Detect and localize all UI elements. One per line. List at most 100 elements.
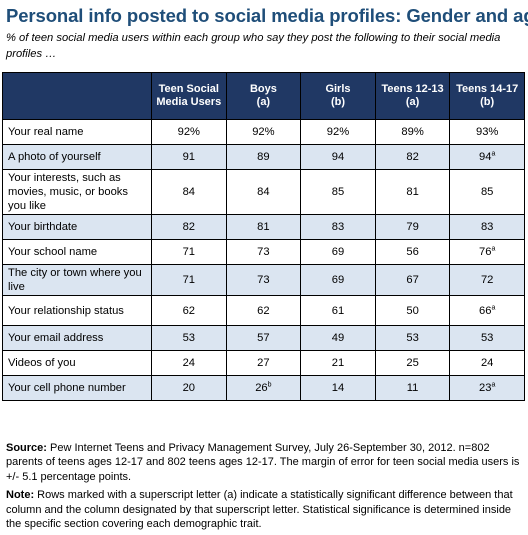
cell-value: 69 xyxy=(331,274,345,286)
cell-value: 57 xyxy=(257,332,270,344)
table-cell: 85 xyxy=(449,169,525,215)
cell-value: 92% xyxy=(252,126,275,138)
column-header-line2: Media Users xyxy=(156,96,222,108)
cell-value: 93% xyxy=(475,126,499,138)
table-cell: 53 xyxy=(449,325,525,351)
row-label: A photo of yourself xyxy=(2,144,152,170)
table-cell: 49 xyxy=(300,325,376,351)
table-cell: 69 xyxy=(300,264,376,296)
data-table: Teen Social Media Users Boys (a) Girls (b) Tee… xyxy=(2,72,525,401)
cell-value: 89% xyxy=(401,126,424,138)
table-cell: 82 xyxy=(374,144,451,170)
table-cell: 67 xyxy=(374,264,451,296)
table-cell: 71 xyxy=(151,239,227,265)
cell-value: 84 xyxy=(257,186,270,198)
header-cell-empty xyxy=(2,72,152,120)
source-text: Pew Internet Teens and Privacy Managemen… xyxy=(6,442,520,483)
significance-note: Note: Rows marked with a superscript let… xyxy=(6,488,521,531)
row-label: Your birthdate xyxy=(2,214,152,240)
column-header-line2: (b) xyxy=(330,96,345,108)
cell-value: 72 xyxy=(480,274,494,286)
table-cell: 26b xyxy=(225,375,302,401)
cell-value: 11 xyxy=(406,382,419,394)
table-row: Your real name 92% 92% 92% 89% 93% xyxy=(2,119,525,145)
table-row: Your interests, such as movies, music, o… xyxy=(2,169,525,215)
cell-value: 50 xyxy=(406,304,419,317)
row-label: Your real name xyxy=(2,119,152,145)
cell-value: 76 xyxy=(478,246,492,258)
cell-value: 56 xyxy=(406,246,419,258)
table-cell: 85 xyxy=(300,169,376,215)
column-header-line2: (a) xyxy=(256,96,271,108)
table-row: Your school name 71 73 69 56 76a xyxy=(2,239,525,265)
table-row: Videos of you 24 27 21 25 24 xyxy=(2,350,525,376)
cell-value: 82 xyxy=(182,221,196,233)
cell-value: 91 xyxy=(182,151,196,163)
table-cell: 27 xyxy=(225,350,302,376)
significance-marker: a xyxy=(491,381,496,389)
table-row: Your birthdate 82 81 83 79 83 xyxy=(2,214,525,240)
cell-value: 81 xyxy=(406,186,419,198)
source-note: Source: Pew Internet Teens and Privacy M… xyxy=(6,441,521,484)
table-row: Your relationship status 62 62 61 50 66a xyxy=(2,295,525,326)
table-cell: 83 xyxy=(300,214,376,240)
table-cell: 81 xyxy=(225,214,302,240)
table-cell: 84 xyxy=(151,169,227,215)
cell-value: 73 xyxy=(257,246,270,258)
cell-value: 27 xyxy=(257,357,270,369)
table-cell: 73 xyxy=(225,239,302,265)
cell-value: 69 xyxy=(331,246,345,258)
table-cell: 94 xyxy=(300,144,376,170)
table-cell: 56 xyxy=(374,239,451,265)
cell-value: 25 xyxy=(406,357,419,369)
column-header-line1: Boys xyxy=(249,83,277,95)
source-label: Source: xyxy=(6,442,47,454)
table-cell: 23a xyxy=(449,375,525,401)
table-cell: 24 xyxy=(449,350,525,376)
row-label: The city or town where you live xyxy=(2,264,152,296)
table-cell: 76a xyxy=(449,239,525,265)
table-cell: 92% xyxy=(151,119,227,145)
table-cell: 83 xyxy=(449,214,525,240)
table-row: A photo of yourself 91 89 94 82 94a xyxy=(2,144,525,170)
table-row: The city or town where you live 71 73 69 67 7… xyxy=(2,264,525,296)
subtitle: % of teen social media users within each… xyxy=(6,32,501,60)
cell-value: 84 xyxy=(182,186,196,198)
cell-value: 94 xyxy=(478,151,492,163)
column-header: Teen Social Media Users xyxy=(151,72,227,120)
cell-value: 23 xyxy=(478,382,492,394)
table-cell: 92% xyxy=(300,119,376,145)
cell-value: 62 xyxy=(182,304,196,317)
column-header-line2: (a) xyxy=(405,96,420,108)
table-row: Your cell phone number 20 26b 14 11 23a xyxy=(2,375,525,401)
cell-value: 92% xyxy=(177,126,200,138)
table-cell: 82 xyxy=(151,214,227,240)
cell-value: 61 xyxy=(331,304,345,317)
table-cell: 89% xyxy=(374,119,451,145)
table-cell: 53 xyxy=(374,325,451,351)
table-cell: 89 xyxy=(225,144,302,170)
cell-value: 89 xyxy=(257,151,270,163)
row-label: Your relationship status xyxy=(2,295,152,326)
column-header-line2: (b) xyxy=(480,96,495,108)
row-label: Your interests, such as movies, music, o… xyxy=(2,169,152,215)
page-title: Personal info posted to social media pro… xyxy=(6,5,528,26)
significance-marker: a xyxy=(491,150,496,158)
table-header: Teen Social Media Users Boys (a) Girls (b) Tee… xyxy=(2,72,525,120)
table-cell: 94a xyxy=(449,144,525,170)
column-header-line1: Teen Social xyxy=(158,83,219,95)
cell-value: 67 xyxy=(406,274,419,286)
column-header: Boys (a) xyxy=(225,72,302,120)
table-cell: 57 xyxy=(225,325,302,351)
significance-marker: a xyxy=(491,245,496,253)
cell-value: 85 xyxy=(480,186,494,198)
column-header-line1: Girls xyxy=(325,83,351,95)
significance-marker: a xyxy=(491,303,496,311)
table-cell: 53 xyxy=(151,325,227,351)
table-cell: 11 xyxy=(374,375,451,401)
row-label: Your cell phone number xyxy=(2,375,152,401)
cell-value: 81 xyxy=(257,221,270,233)
table-cell: 69 xyxy=(300,239,376,265)
cell-value: 83 xyxy=(480,221,494,233)
table-cell: 25 xyxy=(374,350,451,376)
